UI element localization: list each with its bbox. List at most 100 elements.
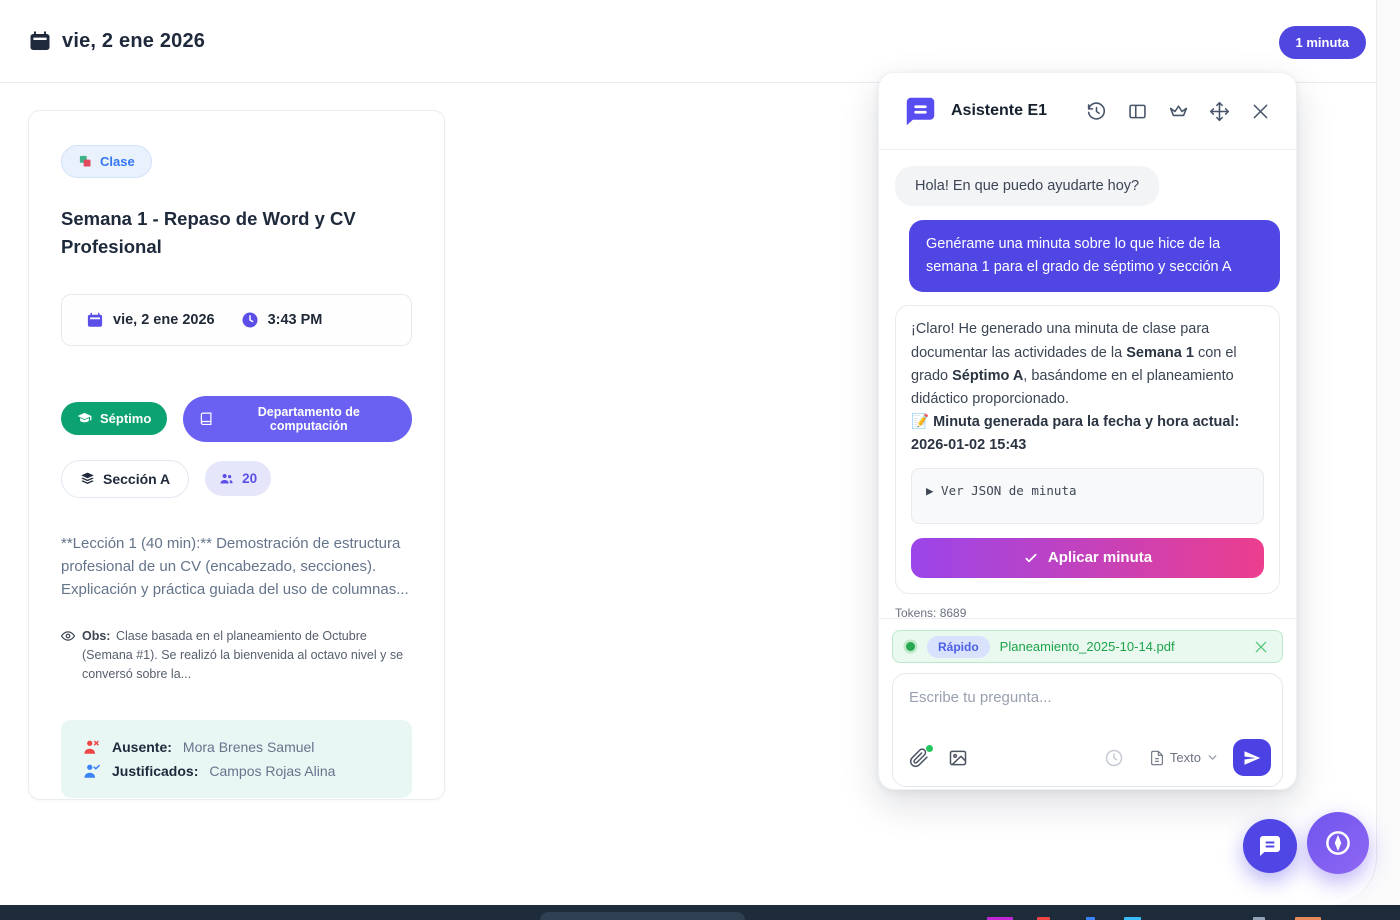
mode-badge[interactable]: Rápido — [927, 635, 990, 658]
assistant-bold-week: Semana 1 — [1126, 344, 1194, 361]
observations-label: Obs: — [82, 629, 111, 644]
crown-icon[interactable] — [1168, 101, 1189, 122]
user-message-bubble: Genérame una minuta sobre lo que hice de… — [909, 220, 1280, 293]
assistant-text: con el grado — [911, 344, 1237, 384]
move-icon[interactable] — [1209, 101, 1230, 122]
assistant-greeting-bubble: Hola! En que puedo ayudarte hoy? — [895, 166, 1160, 206]
remove-attachment-icon[interactable] — [1253, 639, 1269, 655]
chat-title: Asistente E1 — [951, 102, 1048, 119]
absent-label: Ausente: — [112, 738, 172, 755]
person-x-icon — [84, 740, 99, 754]
class-title: Semana 1 - Repaso de Word y CV Profesion… — [61, 208, 356, 257]
overlapping-squares-icon — [79, 155, 91, 167]
history-clock-icon[interactable] — [1104, 748, 1124, 768]
insert-image-icon[interactable] — [948, 748, 968, 768]
page-title: vie, 2 ene 2026 — [62, 29, 206, 52]
badge-row-secondary: Sección A 20 — [61, 459, 412, 498]
book-icon — [201, 412, 212, 426]
page-header: vie, 2 ene 2026 — [0, 0, 1377, 83]
department-badge-label: Departamento de computación — [257, 404, 360, 433]
taskbar-app-icon[interactable] — [1037, 917, 1050, 920]
taskbar-app-icon[interactable] — [1086, 917, 1095, 920]
close-icon[interactable] — [1250, 101, 1271, 122]
class-type-badge[interactable]: Clase — [61, 145, 152, 178]
badge-row-primary: Séptimo Departamento de computación — [61, 395, 412, 442]
minuta-note-heading: Minuta generada para la fecha y hora act… — [933, 414, 1240, 431]
users-icon — [220, 473, 233, 484]
layers-icon — [81, 472, 94, 484]
class-type-label: Clase — [100, 154, 135, 169]
taskbar-app-icon[interactable] — [987, 917, 1013, 920]
apply-minuta-button[interactable]: Aplicar minuta — [911, 537, 1264, 578]
chevron-down-icon — [1208, 755, 1217, 761]
taskbar-app-icon[interactable] — [1295, 917, 1321, 920]
send-icon — [1244, 750, 1261, 765]
minuta-datetime: 2026-01-02 15:43 — [911, 437, 1027, 454]
justified-row: Justificados: Campos Rojas Alina — [83, 759, 390, 783]
student-count-value: 20 — [242, 471, 258, 486]
attendance-box: Ausente: Mora Brenes Samuel Justificados… — [61, 719, 412, 798]
graduation-cap-icon — [77, 412, 92, 423]
assistant-bold-grade: Séptimo A — [952, 367, 1024, 384]
assistant-launcher-fab[interactable] — [1307, 812, 1369, 874]
format-selected-value: Texto — [1169, 750, 1201, 765]
message-input-box: Texto — [892, 673, 1283, 787]
person-check-icon — [84, 764, 100, 778]
json-toggle[interactable]: ▶ Ver JSON de minuta — [911, 467, 1264, 524]
observations-row: Obs: Clase basada en el planeamiento de … — [61, 627, 412, 683]
clock-icon — [242, 312, 258, 327]
justified-names: Campos Rojas Alina — [209, 762, 336, 779]
datetime-box: vie, 2 ene 2026 3:43 PM — [61, 293, 412, 346]
assistant-avatar-icon — [904, 95, 937, 128]
assistant-chat-panel: Asistente E1 Hola! En que puedo ayudarte… — [878, 72, 1297, 790]
class-time-label: 3:43 PM — [267, 311, 323, 328]
taskbar[interactable] — [0, 905, 1400, 920]
file-text-icon — [1151, 750, 1163, 765]
justified-label: Justificados: — [112, 762, 199, 779]
department-badge[interactable]: Departamento de computación — [183, 395, 412, 442]
grade-badge-label: Séptimo — [100, 411, 152, 426]
absent-row: Ausente: Mora Brenes Samuel — [83, 735, 390, 759]
open-chat-fab[interactable] — [1243, 819, 1297, 873]
compass-icon — [1326, 831, 1350, 855]
check-icon — [1025, 553, 1037, 562]
chat-composer-section: Rápido Planeamiento_2025-10-14.pdf — [879, 618, 1296, 789]
section-badge-label: Sección A — [103, 470, 171, 487]
assistant-text: , basándome en el planeamiento didáctico… — [911, 367, 1234, 407]
attach-file-icon[interactable] — [909, 744, 933, 768]
send-button[interactable] — [1233, 739, 1271, 776]
history-icon[interactable] — [1086, 101, 1107, 122]
format-selector[interactable]: Texto — [1149, 750, 1219, 766]
eye-icon — [61, 631, 75, 641]
section-badge[interactable]: Sección A — [61, 459, 190, 498]
minutes-count-button[interactable]: 1 minuta — [1278, 26, 1366, 59]
observations-text: Obs: Clase basada en el planeamiento de … — [82, 627, 412, 683]
class-date: vie, 2 ene 2026 — [86, 311, 215, 329]
attachment-filename[interactable]: Planeamiento_2025-10-14.pdf — [999, 639, 1175, 654]
chat-actions — [1086, 101, 1271, 122]
question-input[interactable] — [909, 689, 1266, 706]
lesson-description: **Lección 1 (40 min):** Demostración de … — [61, 534, 409, 599]
attachment-active-dot — [926, 744, 933, 752]
class-card: Clase Semana 1 - Repaso de Word y CV Pro… — [28, 110, 445, 800]
chat-bubble-icon — [1260, 836, 1280, 856]
memo-emoji-icon: 📝 — [911, 414, 930, 431]
absent-names: Mora Brenes Samuel — [182, 738, 315, 755]
taskbar-search-sliver[interactable] — [540, 912, 745, 920]
minuta-note: 📝 Minuta generada para la fecha y hora a… — [911, 411, 1264, 434]
calendar-icon — [87, 312, 103, 327]
split-view-icon[interactable] — [1127, 101, 1148, 122]
taskbar-app-icon[interactable] — [1124, 917, 1141, 920]
status-dot-icon — [906, 642, 915, 651]
token-count: Tokens: 8689 — [895, 605, 967, 619]
class-date-label: vie, 2 ene 2026 — [113, 311, 215, 328]
attachment-bar: Rápido Planeamiento_2025-10-14.pdf — [892, 630, 1283, 663]
chat-header: Asistente E1 — [879, 73, 1296, 150]
composer-toolbar: Texto — [909, 739, 1271, 776]
taskbar-app-icon[interactable] — [1253, 917, 1265, 920]
assistant-response-bubble: ¡Claro! He generado una minuta de clase … — [895, 305, 1280, 594]
grade-badge[interactable]: Séptimo — [61, 402, 168, 435]
student-count-badge: 20 — [205, 461, 272, 496]
observations-body: Clase basada en el planeamiento de Octub… — [82, 629, 404, 681]
apply-minuta-label: Aplicar minuta — [1047, 549, 1153, 566]
